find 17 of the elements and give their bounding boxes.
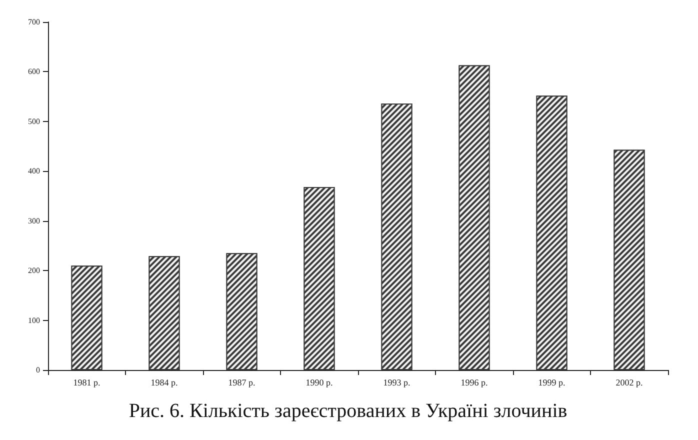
y-tick-label: 500 <box>28 116 40 126</box>
x-tick-label: 1984 р. <box>150 378 178 388</box>
x-tick-label: 1981 р. <box>73 378 100 388</box>
x-tick-label: 1987 р. <box>228 378 256 388</box>
x-tick-label: 1999 р. <box>538 378 566 388</box>
y-tick-label: 100 <box>28 316 40 325</box>
x-tick-label: 2002 р. <box>616 378 643 388</box>
y-tick-label: 700 <box>28 18 40 26</box>
text: Рис. 6. Кількість зареєстрованих в Україні злочинів <box>128 400 568 422</box>
x-tick-label: 1993 р. <box>383 378 410 388</box>
x-tick-label: 1996 р. <box>460 378 488 388</box>
y-tick-label: 600 <box>28 67 40 76</box>
y-tick-label: 400 <box>28 166 40 176</box>
y-tick-label: 200 <box>28 266 40 276</box>
y-tick-label: 300 <box>28 216 40 226</box>
y-tick-label: 0 <box>36 366 40 374</box>
x-tick-label: 1990 р. <box>306 378 333 388</box>
